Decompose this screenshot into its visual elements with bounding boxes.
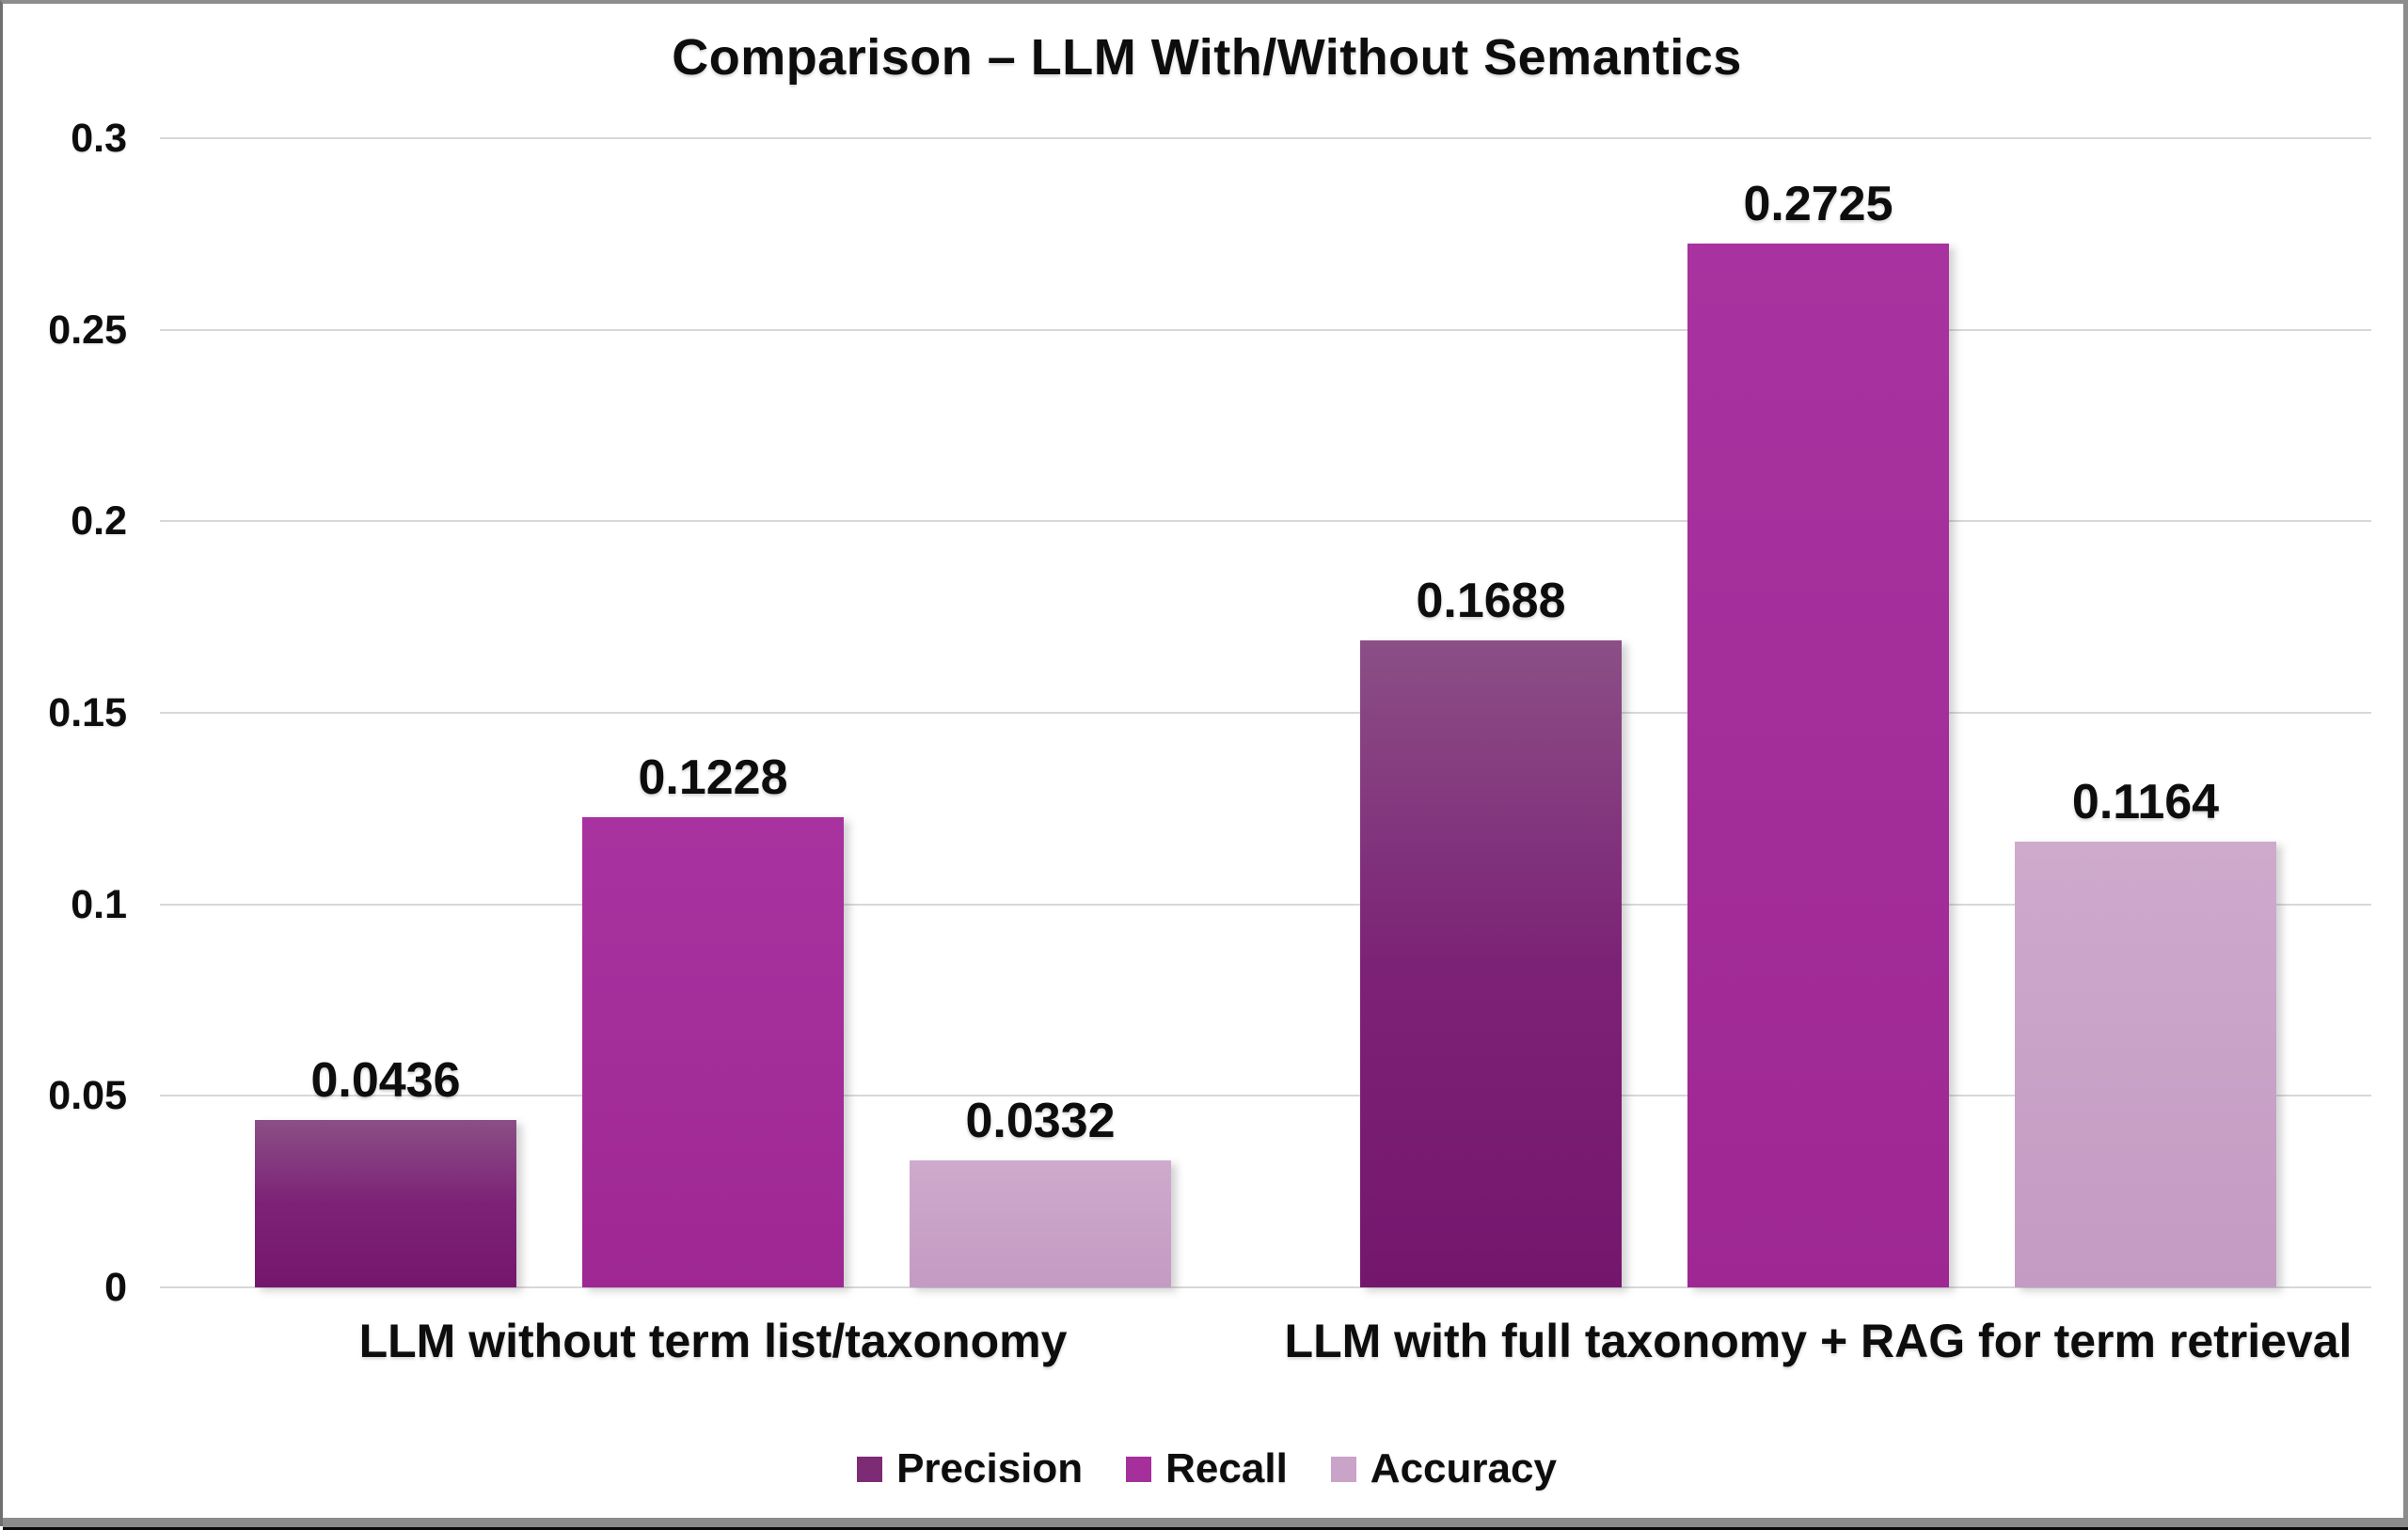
gridline-0.15 — [160, 712, 2371, 714]
legend-item-accuracy: Accuracy — [1330, 1445, 1557, 1492]
y-tick-label-0: 0 — [104, 1265, 127, 1310]
legend-label-accuracy: Accuracy — [1370, 1445, 1557, 1491]
window-bottom-strip-gray — [3, 1518, 2408, 1527]
value-label-recall-category-2: 0.2725 — [1743, 177, 1893, 231]
gridline-0.2 — [160, 520, 2371, 522]
gridline-0.05 — [160, 1095, 2371, 1096]
legend-swatch-recall — [1126, 1456, 1152, 1482]
y-tick-label-0.2: 0.2 — [71, 498, 127, 544]
bar-precision-category-1 — [255, 1120, 516, 1287]
legend-label-recall: Recall — [1165, 1445, 1288, 1491]
y-tick-label-0.1: 0.1 — [71, 882, 127, 927]
value-label-precision-category-1: 0.0436 — [310, 1053, 461, 1108]
bar-precision-category-2 — [1360, 640, 1622, 1287]
gridline-0 — [160, 1286, 2371, 1288]
y-tick-label-0.3: 0.3 — [71, 116, 127, 161]
bar-recall-category-1 — [582, 817, 844, 1287]
bar-accuracy-category-1 — [910, 1160, 1171, 1287]
y-tick-label-0.15: 0.15 — [48, 690, 127, 735]
bar-accuracy-category-2 — [2015, 842, 2276, 1287]
chart-title: Comparison – LLM With/Without Semantics — [672, 29, 1742, 86]
plot-area: 0.0436 0.1228 0.0332 0.1688 0.2725 0.1164 — [160, 137, 2371, 1288]
legend-swatch-accuracy — [1330, 1456, 1356, 1482]
y-tick-label-0.05: 0.05 — [48, 1073, 127, 1118]
legend-item-precision: Precision — [857, 1445, 1083, 1492]
gridline-0.1 — [160, 904, 2371, 906]
y-tick-label-0.25: 0.25 — [48, 308, 127, 353]
value-label-recall-category-1: 0.1228 — [638, 750, 788, 805]
gridline-0.3 — [160, 137, 2371, 139]
value-label-accuracy-category-2: 0.1164 — [2071, 775, 2220, 829]
category-label-1: LLM without term list/taxonomy — [358, 1315, 1068, 1367]
legend: Precision Recall Accuracy — [3, 1441, 2408, 1497]
gridline-0.25 — [160, 329, 2371, 331]
legend-label-precision: Precision — [896, 1445, 1084, 1491]
value-label-precision-category-2: 0.1688 — [1416, 574, 1566, 628]
category-label-2: LLM with full taxonomy + RAG for term re… — [1284, 1315, 2353, 1367]
legend-item-recall: Recall — [1126, 1445, 1288, 1492]
bar-recall-category-2 — [1687, 244, 1949, 1287]
legend-swatch-precision — [857, 1456, 883, 1482]
value-label-accuracy-category-1: 0.0332 — [965, 1094, 1116, 1148]
